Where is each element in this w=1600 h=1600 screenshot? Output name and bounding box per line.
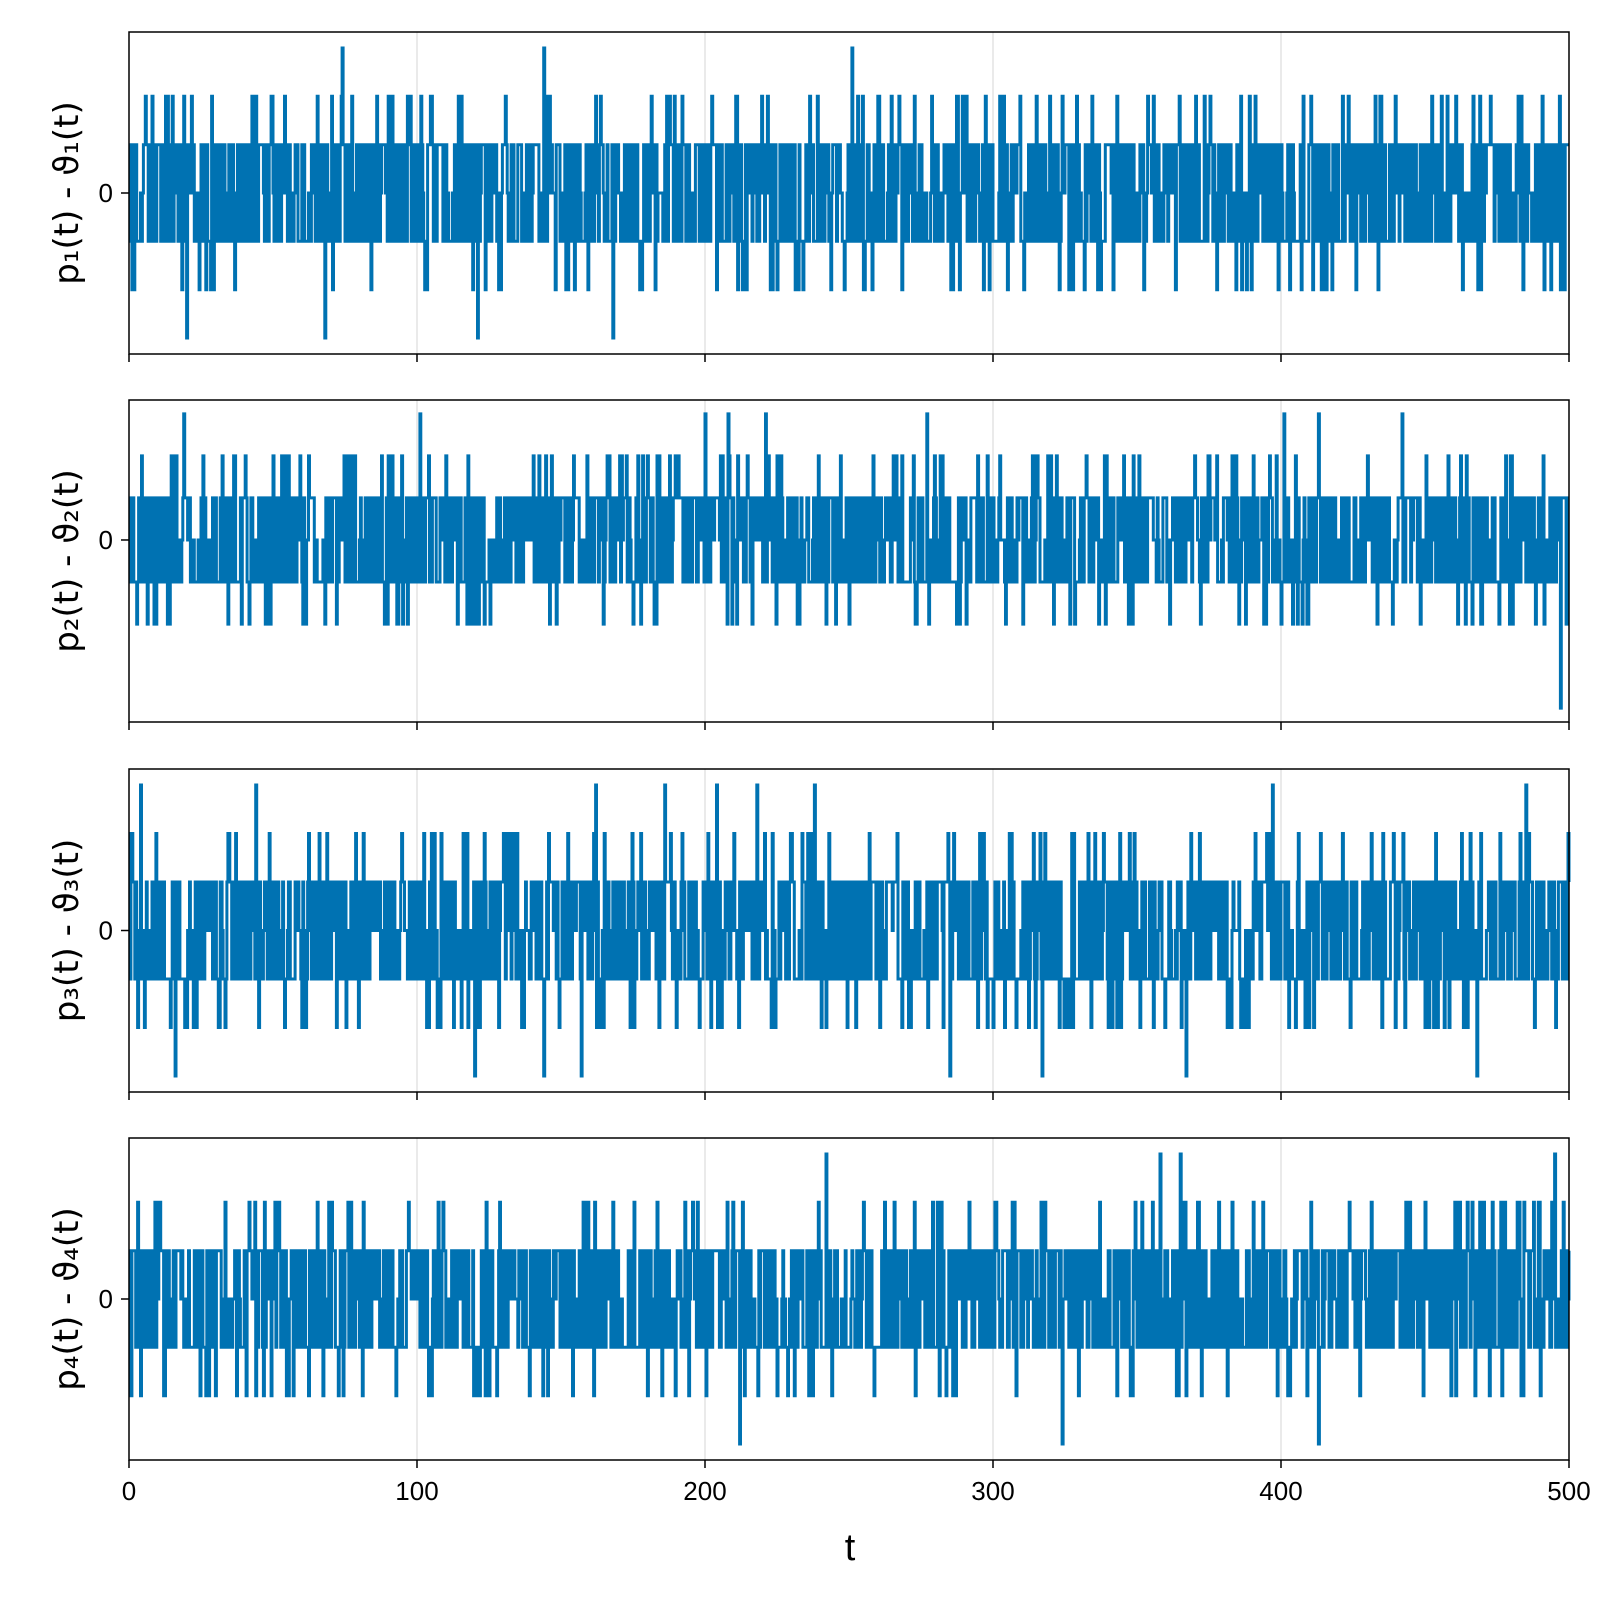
x-tick-label: 300 xyxy=(971,1476,1014,1506)
y-tick-label: 0 xyxy=(99,525,113,555)
panel-3: 0 p₃(t) - ϑ₃(t) xyxy=(47,768,1571,1100)
y-axis-label: p₂(t) - ϑ₂(t) xyxy=(47,469,87,653)
y-tick-label: 0 xyxy=(99,916,113,946)
y-tick-label: 0 xyxy=(99,178,113,208)
y-axis-label: p₁(t) - ϑ₁(t) xyxy=(47,101,87,285)
y-tick-label: 0 xyxy=(99,1284,113,1314)
y-axis-label: p₄(t) - ϑ₄(t) xyxy=(47,1207,87,1391)
panel-1: 0 p₁(t) - ϑ₁(t) xyxy=(47,31,1570,362)
y-axis-label: p₃(t) - ϑ₃(t) xyxy=(47,839,87,1023)
series-line xyxy=(129,46,1569,340)
x-tick-label: 100 xyxy=(395,1476,438,1506)
panel-2: 0 p₂(t) - ϑ₂(t) xyxy=(47,399,1570,730)
x-tick-label: 200 xyxy=(683,1476,726,1506)
axes-frame xyxy=(128,399,1570,723)
panels: 0 p₁(t) - ϑ₁(t) 0 p₂(t) - ϑ₂(t) 0 p₃(t) - ϑ₃(… xyxy=(47,31,1591,1506)
panel-4: 0 100 200 300 400 500 0 p₄(t) - ϑ₄(t) xyxy=(47,1137,1591,1506)
series-line xyxy=(128,412,1570,710)
x-tick-label: 400 xyxy=(1259,1476,1302,1506)
series-line xyxy=(128,783,1571,1078)
series-line xyxy=(128,1152,1571,1446)
x-tick-label: 0 xyxy=(122,1476,136,1506)
x-tick-label: 500 xyxy=(1547,1476,1590,1506)
x-axis-label: t xyxy=(845,1527,856,1569)
